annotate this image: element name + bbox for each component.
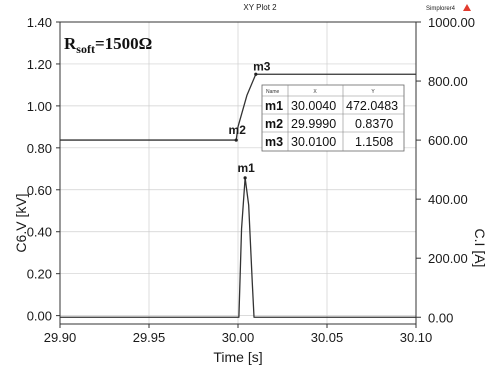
y-left-tick-label: 1.40 xyxy=(27,15,52,30)
annotation-value: =1500Ω xyxy=(95,34,152,53)
y-left-tick-label: 0.80 xyxy=(27,141,52,156)
marker-label-m1: m1 xyxy=(237,161,255,175)
marker-layer: m1 m2 m3 xyxy=(229,59,271,180)
annotation-main: R xyxy=(64,34,77,53)
table-row-m3-x: 30.0100 xyxy=(291,135,336,149)
marker-label-m2: m2 xyxy=(229,123,247,137)
table-row-m3-name: m3 xyxy=(265,135,283,149)
marker-point-m2 xyxy=(234,138,238,142)
y-right-tick-label: 0.00 xyxy=(428,310,453,325)
y-left-tick-label: 1.00 xyxy=(27,99,52,114)
y-left-tick-label: 0.20 xyxy=(27,267,52,282)
table-row-m1-y: 472.0483 xyxy=(346,99,398,113)
table-row-m2-y: 0.8370 xyxy=(355,117,393,131)
ticks-layer: 29.90 29.95 30.00 30.05 30.10 0.00 0.20 0.40 0.6… xyxy=(27,15,475,345)
y-right-tick-label: 600.00 xyxy=(428,133,468,148)
y-right-tick-label: 200.00 xyxy=(428,251,468,266)
marker-point-m1 xyxy=(243,176,247,180)
x-tick-label: 30.00 xyxy=(222,330,255,345)
y-left-tick-label: 0.00 xyxy=(27,309,52,324)
marker-table[interactable]: Name X Y m1 30.0040 472.0483 m2 29.9990 … xyxy=(261,84,405,152)
x-axis-label: Time [s] xyxy=(213,349,262,365)
y-axis-right-label: C.I [A] xyxy=(472,229,488,268)
svg-text:Rsoft=1500Ω: Rsoft=1500Ω xyxy=(64,34,152,56)
simplorer-label: Simplorer4 xyxy=(426,6,456,12)
chart-title: XY Plot 2 xyxy=(243,3,277,12)
table-row-m2-name: m2 xyxy=(265,117,283,131)
resistance-annotation: Rsoft=1500Ω xyxy=(64,34,152,56)
y-right-tick-label: 800.00 xyxy=(428,74,468,89)
table-header-y: Y xyxy=(371,89,375,95)
series-layer xyxy=(60,73,416,318)
series-line-voltage xyxy=(60,73,416,141)
warning-icon xyxy=(463,4,471,11)
x-tick-label: 30.05 xyxy=(311,330,344,345)
y-right-tick-label: 1000.00 xyxy=(428,15,475,30)
marker-label-m3: m3 xyxy=(253,59,271,73)
y-right-tick-label: 400.00 xyxy=(428,192,468,207)
y-axis-left-label: C6.V [kV] xyxy=(13,193,29,252)
x-tick-label: 29.90 xyxy=(44,330,77,345)
table-header-name: Name xyxy=(266,89,280,95)
x-tick-label: 30.10 xyxy=(400,330,433,345)
marker-point-m3 xyxy=(254,72,258,76)
y-left-tick-label: 0.40 xyxy=(27,225,52,240)
series-line-current xyxy=(60,177,416,318)
y-left-tick-label: 1.20 xyxy=(27,57,52,72)
table-header-x: X xyxy=(313,89,317,95)
table-row-m3-y: 1.1508 xyxy=(355,135,393,149)
table-row-m1-x: 30.0040 xyxy=(291,99,336,113)
y-left-tick-label: 0.60 xyxy=(27,183,52,198)
table-row-m1-name: m1 xyxy=(265,99,283,113)
x-tick-label: 29.95 xyxy=(133,330,166,345)
annotation-subscript: soft xyxy=(76,42,95,56)
table-row-m2-x: 29.9990 xyxy=(291,117,336,131)
